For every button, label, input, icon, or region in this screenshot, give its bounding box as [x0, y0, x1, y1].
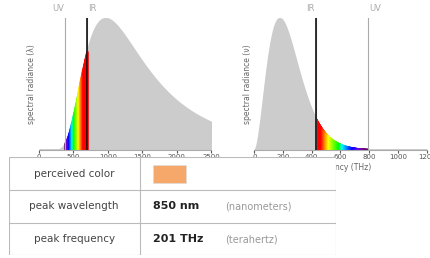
Bar	[152, 165, 185, 183]
Text: peak frequency: peak frequency	[34, 234, 114, 244]
Y-axis label: spectral radiance (ν): spectral radiance (ν)	[242, 44, 251, 124]
Text: perceived color: perceived color	[34, 169, 114, 179]
Text: 201 THz: 201 THz	[152, 234, 203, 244]
Text: IR: IR	[306, 4, 314, 13]
X-axis label: frequency (THz): frequency (THz)	[309, 163, 370, 172]
X-axis label: wavelength (nm): wavelength (nm)	[92, 163, 157, 172]
Text: peak wavelength: peak wavelength	[29, 201, 119, 211]
Text: IR: IR	[88, 4, 96, 13]
Y-axis label: spectral radiance (λ): spectral radiance (λ)	[27, 44, 36, 124]
Text: UV: UV	[52, 4, 64, 13]
Text: UV: UV	[369, 4, 380, 13]
Text: (terahertz): (terahertz)	[224, 234, 277, 244]
Text: (nanometers): (nanometers)	[224, 201, 291, 211]
Text: 850 nm: 850 nm	[152, 201, 199, 211]
